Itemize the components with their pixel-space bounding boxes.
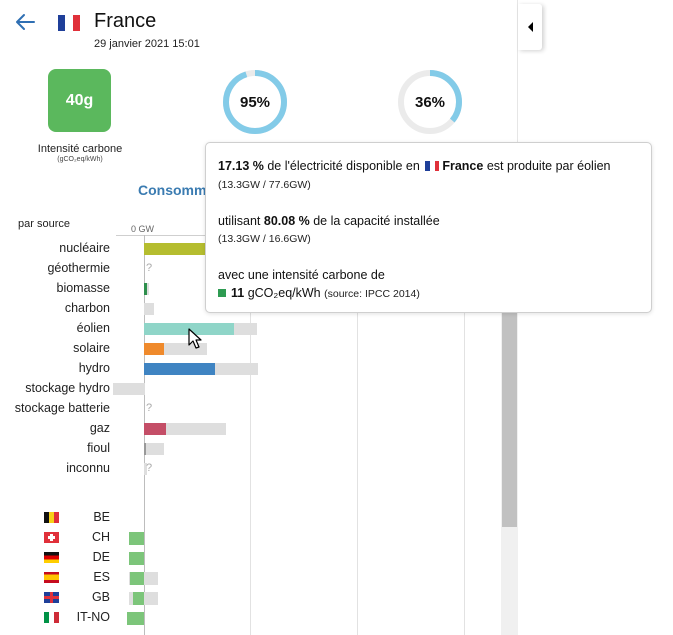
tooltip-line-capacity: utilisant 80.08 % de la capacité install… <box>218 214 440 228</box>
tooltip-share-text-b: est produite par éolien <box>487 159 611 173</box>
flag-be-icon <box>44 512 59 523</box>
tooltip-ci-value: 11 <box>231 286 244 300</box>
tooltip-share-detail: (13.3GW / 77.6GW) <box>218 179 311 191</box>
flag-gb-icon <box>44 592 59 603</box>
map-area[interactable] <box>518 0 673 635</box>
source-tooltip: 17.13 % de l'électricité disponible en F… <box>205 142 652 313</box>
section-title: Consomm <box>138 182 206 198</box>
carbon-intensity-square-icon <box>218 289 226 297</box>
exchange-flow-bar[interactable] <box>133 592 144 605</box>
exchange-label: ES <box>60 570 110 584</box>
source-label: stockage batterie <box>0 401 110 415</box>
source-label: charbon <box>0 301 110 315</box>
tooltip-capacity-text-a: utilisant <box>218 214 260 228</box>
unknown-icon: ? <box>146 462 152 474</box>
capacity-bar[interactable] <box>144 303 154 315</box>
source-label: fioul <box>0 441 110 455</box>
flag-ch-icon <box>44 532 59 543</box>
source-label: inconnu <box>0 461 110 475</box>
flag-fr-icon <box>425 161 439 171</box>
arrow-left-icon[interactable] <box>14 12 36 32</box>
tooltip-line-share: 17.13 % de l'électricité disponible en F… <box>218 159 611 173</box>
carbon-intensity-unit: (gCO₂eq/kWh) <box>30 156 130 163</box>
carbon-intensity-label: Intensité carbone <box>30 143 130 155</box>
low-carbon-percent: 95% <box>222 69 288 135</box>
axis-zero-label: 0 GW <box>131 224 154 234</box>
production-bar[interactable] <box>144 283 147 295</box>
capacity-bar[interactable] <box>113 383 145 395</box>
source-label: stockage hydro <box>0 381 110 395</box>
unknown-icon: ? <box>146 262 152 274</box>
tooltip-capacity-text-b: de la capacité installée <box>313 214 439 228</box>
exchange-label: CH <box>60 530 110 544</box>
carbon-intensity-badge: 40g <box>48 69 111 132</box>
production-bar[interactable] <box>144 343 164 355</box>
collapse-panel-button[interactable] <box>518 4 542 50</box>
unknown-icon: ? <box>146 402 152 414</box>
tooltip-share-text-a: de l'électricité disponible en <box>267 159 419 173</box>
country-panel: France 29 janvier 2021 15:01 40g Intensi… <box>0 0 518 635</box>
flag-fr-icon <box>58 15 80 31</box>
exchange-flow-bar[interactable] <box>127 612 144 625</box>
exchange-label: BE <box>60 510 110 524</box>
source-label: géothermie <box>0 261 110 275</box>
source-label: gaz <box>0 421 110 435</box>
scrollbar-thumb[interactable] <box>502 305 517 527</box>
carbon-intensity-value: 40g <box>66 92 94 110</box>
renewable-donut: 36% <box>397 69 463 135</box>
production-bar[interactable] <box>144 443 146 455</box>
low-carbon-donut: 95% <box>222 69 288 135</box>
tooltip-capacity-detail: (13.3GW / 16.6GW) <box>218 233 311 245</box>
tooltip-ci-text: avec une intensité carbone de <box>218 268 385 282</box>
tooltip-share-pct: 17.13 % <box>218 159 264 173</box>
tooltip-line-ci: 11 gCO₂eq/kWh (source: IPCC 2014) <box>218 286 420 300</box>
flag-it-icon <box>44 612 59 623</box>
flag-es-icon <box>44 572 59 583</box>
tooltip-capacity-pct: 80.08 % <box>264 214 310 228</box>
exchange-label: DE <box>60 550 110 564</box>
exchange-flow-bar[interactable] <box>129 532 144 545</box>
renewable-percent: 36% <box>397 69 463 135</box>
tooltip-ci-source: (source: IPCC 2014) <box>324 288 420 300</box>
flag-de-icon <box>44 552 59 563</box>
tooltip-ci-unit: gCO₂eq/kWh <box>248 286 321 300</box>
capacity-bar[interactable] <box>144 443 164 455</box>
production-bar[interactable] <box>144 423 166 435</box>
source-label: solaire <box>0 341 110 355</box>
par-source-label: par source <box>18 218 70 230</box>
exchange-label: GB <box>60 590 110 604</box>
exchange-flow-bar[interactable] <box>130 572 144 585</box>
country-name: France <box>94 10 156 33</box>
source-label: biomasse <box>0 281 110 295</box>
tooltip-country: France <box>442 159 483 173</box>
source-label: éolien <box>0 321 110 335</box>
triangle-left-icon <box>528 22 533 32</box>
datetime: 29 janvier 2021 15:01 <box>94 38 200 50</box>
exchange-flow-bar[interactable] <box>129 552 144 565</box>
mouse-pointer-icon <box>188 328 204 350</box>
production-bar[interactable] <box>144 363 215 375</box>
source-label: nucléaire <box>0 241 110 255</box>
exchange-label: IT-NO <box>60 610 110 624</box>
source-label: hydro <box>0 361 110 375</box>
